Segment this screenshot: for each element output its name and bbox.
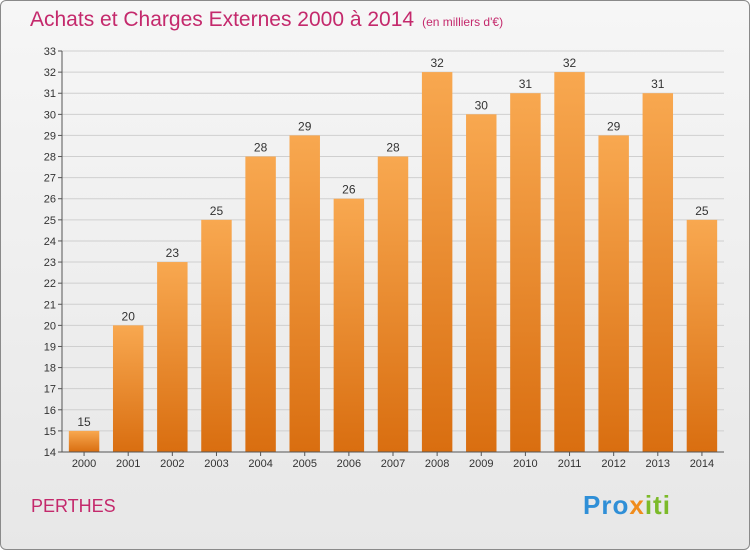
x-tick-label: 2011 (558, 458, 582, 470)
proxiti-logo[interactable]: Proxiti (583, 490, 671, 521)
unit-label: (en milliers d'€) (422, 15, 504, 29)
x-tick-label: 2005 (292, 458, 316, 470)
y-tick-label: 24 (44, 236, 56, 248)
data-label: 30 (475, 98, 489, 112)
data-label: 32 (563, 56, 577, 70)
bar (333, 198, 365, 452)
data-label: 25 (210, 204, 224, 218)
bar (245, 156, 276, 453)
x-tick-label: 2013 (646, 458, 670, 470)
logo-part-1: Pro (583, 490, 630, 520)
y-tick-label: 19 (44, 341, 56, 353)
data-label: 31 (651, 77, 665, 91)
data-label: 29 (298, 119, 312, 133)
bar (289, 135, 320, 452)
data-label: 31 (519, 77, 533, 91)
bar (642, 93, 674, 453)
x-tick-label: 2006 (337, 458, 361, 470)
y-tick-label: 30 (44, 109, 56, 121)
data-label: 28 (386, 141, 400, 155)
bar (68, 430, 100, 452)
y-tick-label: 31 (44, 88, 56, 100)
bar (510, 93, 541, 453)
x-tick-label: 2003 (204, 458, 228, 470)
bar (112, 325, 144, 452)
y-tick-label: 29 (44, 130, 56, 142)
y-tick-label: 32 (44, 67, 56, 79)
y-tick-label: 23 (44, 257, 56, 269)
bar (554, 72, 585, 453)
x-tick-label: 2008 (425, 458, 449, 470)
y-tick-label: 28 (44, 152, 56, 164)
data-label: 26 (342, 183, 356, 197)
y-tick-label: 22 (44, 278, 56, 290)
y-tick-label: 20 (44, 320, 56, 332)
data-label: 20 (122, 309, 136, 323)
bar (686, 219, 718, 452)
x-tick-label: 2007 (381, 458, 405, 470)
y-tick-label: 17 (44, 384, 56, 396)
data-label: 15 (77, 415, 91, 429)
data-label: 25 (695, 204, 709, 218)
x-tick-label: 2000 (72, 458, 96, 470)
y-tick-label: 16 (44, 405, 56, 417)
bar (157, 262, 188, 452)
bar (377, 156, 409, 453)
y-tick-label: 26 (44, 194, 56, 206)
x-tick-label: 2009 (469, 458, 493, 470)
y-tick-label: 33 (44, 46, 56, 58)
bar (466, 114, 497, 452)
x-tick-label: 2014 (690, 458, 714, 470)
bar (421, 72, 453, 453)
y-tick-label: 15 (44, 426, 56, 438)
x-tick-label: 2002 (160, 458, 184, 470)
x-tick-label: 2004 (248, 458, 272, 470)
y-tick-label: 25 (44, 215, 56, 227)
town-name: PERTHES (31, 496, 116, 516)
data-label: 23 (166, 246, 180, 260)
bar (201, 219, 232, 452)
title-text: Achats et Charges Externes 2000 à 2014 (30, 8, 415, 31)
logo-part-3: iti (644, 490, 671, 520)
x-tick-label: 2010 (513, 458, 537, 470)
logo-part-2: x (629, 490, 645, 520)
x-tick-label: 2012 (601, 458, 625, 470)
data-label: 29 (607, 119, 621, 133)
y-tick-label: 18 (44, 363, 56, 375)
data-label: 28 (254, 141, 268, 155)
y-tick-label: 21 (44, 299, 56, 311)
bar (598, 135, 629, 452)
x-tick-label: 2001 (116, 458, 140, 470)
data-label: 32 (430, 56, 444, 70)
chart-title: Achats et Charges Externes 2000 à 2014 (e… (30, 8, 503, 32)
y-tick-label: 27 (44, 173, 56, 185)
y-tick-label: 14 (44, 447, 56, 459)
